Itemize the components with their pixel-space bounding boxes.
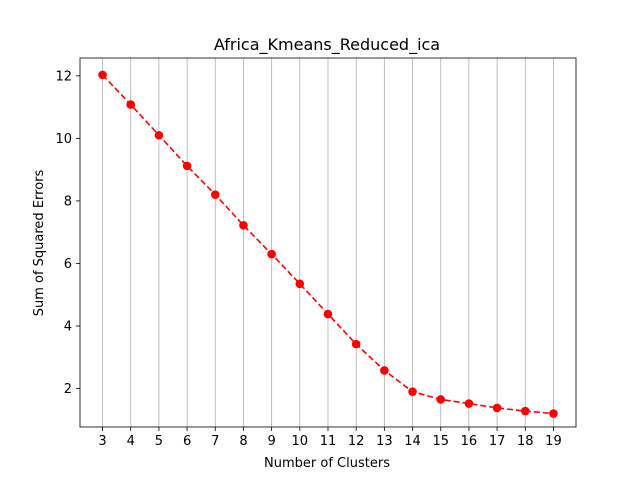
x-axis: 3 4 5 6 7 8 9 10 11 12 13 14 15 16 17 18 19: [98, 427, 562, 449]
data-point: [126, 100, 136, 109]
data-point: [549, 409, 558, 418]
x-tick-label: 7: [211, 434, 219, 449]
x-tick-label: 5: [155, 434, 163, 449]
data-point: [351, 339, 361, 349]
x-tick-label: 13: [376, 434, 393, 449]
data-point: [267, 249, 276, 259]
x-tick-label: 17: [489, 434, 506, 449]
x-tick-label: 15: [432, 434, 449, 449]
data-point: [239, 221, 248, 230]
y-tick-label: 6: [64, 257, 72, 272]
data-point: [295, 279, 305, 289]
x-axis-label: Number of Clusters: [264, 456, 390, 471]
data-point: [323, 309, 333, 319]
y-axis-label: Sum of Squared Errors: [32, 169, 47, 316]
x-tick-label: 9: [267, 434, 275, 449]
x-tick-label: 11: [320, 434, 337, 449]
x-tick-label: 3: [98, 434, 106, 449]
x-tick-label: 4: [127, 434, 135, 449]
data-point: [436, 395, 446, 404]
x-tick-label: 18: [517, 434, 534, 449]
data-point: [154, 130, 164, 140]
data-point: [520, 406, 530, 416]
x-tick-label: 10: [292, 434, 309, 449]
y-axis: 2 4 6 8 10 12: [55, 69, 80, 397]
series-layer: [98, 70, 558, 418]
x-tick-label: 19: [545, 434, 562, 449]
x-tick-label: 6: [183, 434, 191, 449]
x-tick-label: 16: [461, 434, 478, 449]
data-point: [492, 403, 502, 413]
y-tick-label: 2: [64, 382, 72, 397]
data-point: [408, 387, 417, 396]
data-point: [464, 399, 474, 408]
data-point: [98, 70, 107, 80]
chart-title: Africa_Kmeans_Reduced_ica: [214, 35, 440, 55]
y-tick-label: 10: [55, 132, 72, 147]
x-tick-label: 14: [404, 434, 421, 449]
y-tick-label: 4: [64, 319, 72, 334]
x-tick-label: 8: [239, 434, 247, 449]
data-point: [182, 161, 192, 171]
data-point: [210, 190, 220, 199]
grid-lines: [102, 58, 554, 427]
y-tick-label: 12: [55, 69, 72, 84]
data-point: [380, 366, 389, 375]
y-tick-label: 8: [64, 194, 72, 209]
x-tick-label: 12: [348, 434, 365, 449]
